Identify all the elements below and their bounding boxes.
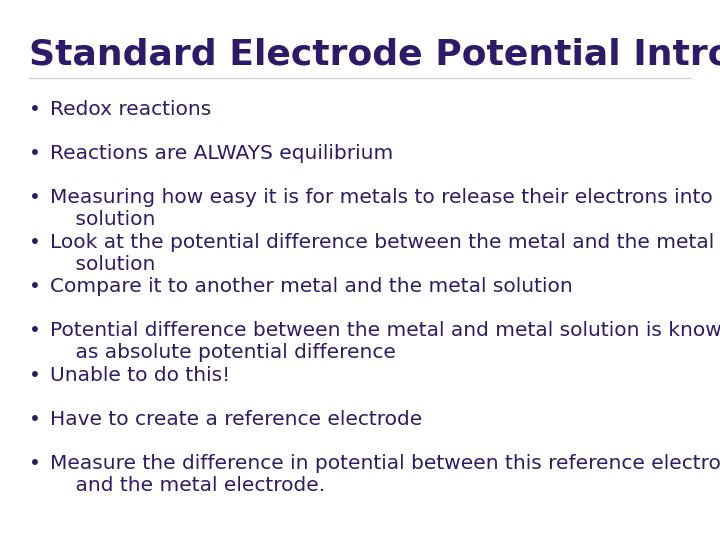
Text: Redox reactions: Redox reactions (50, 100, 212, 119)
Text: Measure the difference in potential between this reference electrode
    and the: Measure the difference in potential betw… (50, 454, 720, 495)
Text: •: • (29, 410, 40, 429)
Text: •: • (29, 188, 40, 207)
Text: Measuring how easy it is for metals to release their electrons into a
    soluti: Measuring how easy it is for metals to r… (50, 188, 720, 230)
Text: Standard Electrode Potential Intro: Standard Electrode Potential Intro (29, 38, 720, 72)
Text: Unable to do this!: Unable to do this! (50, 366, 230, 384)
Text: Look at the potential difference between the metal and the metal
    solution: Look at the potential difference between… (50, 233, 715, 274)
Text: Potential difference between the metal and metal solution is known
    as absolu: Potential difference between the metal a… (50, 321, 720, 362)
Text: •: • (29, 366, 40, 384)
Text: •: • (29, 454, 40, 473)
Text: Compare it to another metal and the metal solution: Compare it to another metal and the meta… (50, 277, 573, 296)
Text: •: • (29, 233, 40, 252)
Text: •: • (29, 321, 40, 340)
Text: Have to create a reference electrode: Have to create a reference electrode (50, 410, 423, 429)
Text: •: • (29, 144, 40, 163)
Text: •: • (29, 277, 40, 296)
Text: Reactions are ALWAYS equilibrium: Reactions are ALWAYS equilibrium (50, 144, 394, 163)
Text: •: • (29, 100, 40, 119)
